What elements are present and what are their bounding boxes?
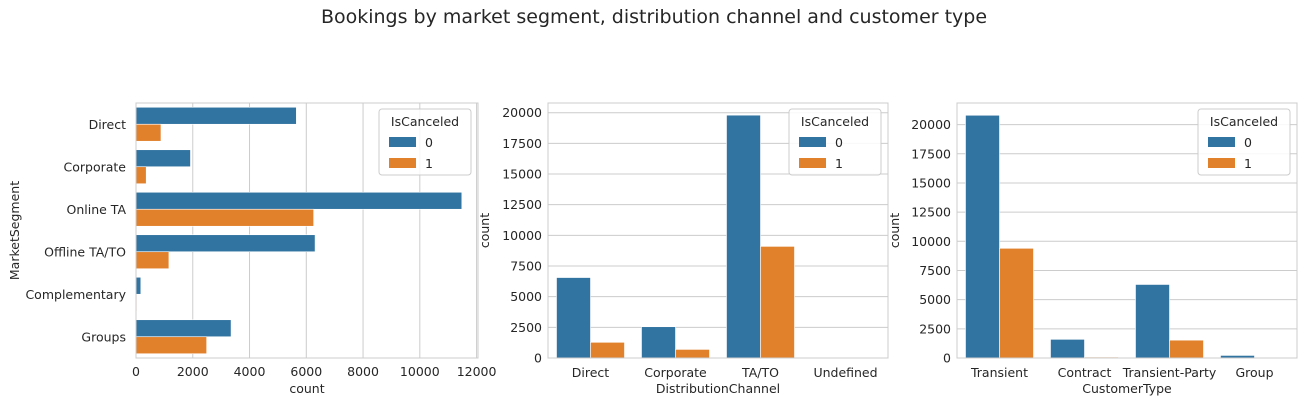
ytick-label-1-10000: 10000 xyxy=(502,228,542,243)
legend-label-2-0: 0 xyxy=(1244,135,1252,150)
bar-2-1-2 xyxy=(1169,339,1204,359)
bar-1-0-2 xyxy=(726,114,761,359)
ytick-label-2-15000: 15000 xyxy=(911,175,951,190)
ytick-label-2-12500: 12500 xyxy=(911,205,951,220)
legend-title-0: IsCanceled xyxy=(391,114,459,129)
bar-0-0-4 xyxy=(135,276,142,295)
xtick-label-0-12000: 12000 xyxy=(457,364,497,379)
bar-0-1-1 xyxy=(135,166,147,185)
bar-0-0-2 xyxy=(135,191,463,210)
ytick-label-0-2: Online TA xyxy=(66,202,126,217)
ytick-label-0-5: Groups xyxy=(81,329,126,344)
ytick-label-2-7500: 7500 xyxy=(919,263,951,278)
xtick-label-1-0: Direct xyxy=(572,365,610,380)
ytick-label-1-2500: 2500 xyxy=(510,320,542,335)
figure-title: Bookings by market segment, distribution… xyxy=(320,6,988,28)
legend-label-0-0: 0 xyxy=(425,135,433,150)
ytick-label-1-12500: 12500 xyxy=(502,197,542,212)
legend-title-1: IsCanceled xyxy=(801,114,869,129)
axes-frame-2 xyxy=(956,102,1298,359)
bar-0-1-0 xyxy=(135,123,162,142)
ytick-label-0-0: Direct xyxy=(89,117,127,132)
xtick-label-0-4000: 4000 xyxy=(234,364,266,379)
legend-swatch-2-0 xyxy=(1208,137,1235,147)
axes-frame-1 xyxy=(547,102,889,359)
legend-label-2-1: 1 xyxy=(1244,156,1252,171)
ytick-label-1-15000: 15000 xyxy=(502,167,542,182)
legend-label-0-1: 1 xyxy=(425,156,433,171)
legend-label-1-1: 1 xyxy=(835,156,843,171)
ytick-label-1-5000: 5000 xyxy=(510,289,542,304)
x-axis-label-2: CustomerType xyxy=(1082,381,1172,396)
bar-0-0-3 xyxy=(135,234,316,253)
bar-1-1-0 xyxy=(590,342,625,359)
axes-frame-0 xyxy=(135,102,479,359)
xtick-label-1-2: TA/TO xyxy=(741,365,779,380)
y-axis-label-2: count xyxy=(887,213,902,248)
bar-1-1-2 xyxy=(760,246,795,359)
xtick-label-0-2000: 2000 xyxy=(177,364,209,379)
legend-swatch-0-0 xyxy=(389,137,416,147)
xtick-label-0-6000: 6000 xyxy=(290,364,322,379)
ytick-label-2-17500: 17500 xyxy=(911,146,951,161)
xtick-label-2-3: Group xyxy=(1235,365,1273,380)
ytick-label-2-2500: 2500 xyxy=(919,321,951,336)
ytick-label-2-0: 0 xyxy=(943,351,951,366)
bar-0-1-2 xyxy=(135,208,314,227)
xtick-label-1-1: Corporate xyxy=(644,365,707,380)
bar-2-0-0 xyxy=(965,114,1000,359)
bar-1-0-0 xyxy=(556,277,591,359)
xtick-label-0-8000: 8000 xyxy=(347,364,379,379)
legend-swatch-0-1 xyxy=(389,158,416,168)
ytick-label-1-17500: 17500 xyxy=(502,136,542,151)
bar-2-0-2 xyxy=(1135,284,1170,359)
bar-0-0-1 xyxy=(135,149,191,168)
ytick-label-0-4: Complementary xyxy=(25,287,126,302)
ytick-label-0-3: Offline TA/TO xyxy=(44,244,126,259)
x-axis-label-0: count xyxy=(289,381,324,396)
bar-0-1-5 xyxy=(135,336,207,355)
legend-swatch-1-1 xyxy=(799,158,826,168)
xtick-label-1-3: Undefined xyxy=(813,365,877,380)
ytick-label-2-10000: 10000 xyxy=(911,234,951,249)
legend-swatch-2-1 xyxy=(1208,158,1235,168)
ytick-label-1-20000: 20000 xyxy=(502,105,542,120)
bar-0-1-3 xyxy=(135,251,170,270)
ytick-label-0-1: Corporate xyxy=(64,159,127,174)
xtick-label-0-10000: 10000 xyxy=(400,364,440,379)
bar-2-0-1 xyxy=(1050,339,1085,359)
xtick-label-2-0: Transient xyxy=(970,365,1028,380)
legend-title-2: IsCanceled xyxy=(1210,114,1278,129)
xtick-label-2-1: Contract xyxy=(1058,365,1112,380)
bar-0-0-5 xyxy=(135,319,232,338)
bar-0-0-0 xyxy=(135,106,297,125)
x-axis-label-1: DistributionChannel xyxy=(656,381,780,396)
xtick-label-0-0: 0 xyxy=(132,364,140,379)
bar-2-1-0 xyxy=(999,247,1034,359)
y-axis-label-1: count xyxy=(477,213,492,248)
ytick-label-2-5000: 5000 xyxy=(919,292,951,307)
legend-label-1-0: 0 xyxy=(835,135,843,150)
y-axis-label-0: MarketSegment xyxy=(7,181,22,280)
xtick-label-2-2: Transient-Party xyxy=(1122,365,1217,380)
bar-1-1-1 xyxy=(675,349,710,359)
ytick-label-2-20000: 20000 xyxy=(911,117,951,132)
ytick-label-1-7500: 7500 xyxy=(510,259,542,274)
ytick-label-1-0: 0 xyxy=(534,351,542,366)
bar-1-0-1 xyxy=(641,326,676,359)
legend-swatch-1-0 xyxy=(799,137,826,147)
